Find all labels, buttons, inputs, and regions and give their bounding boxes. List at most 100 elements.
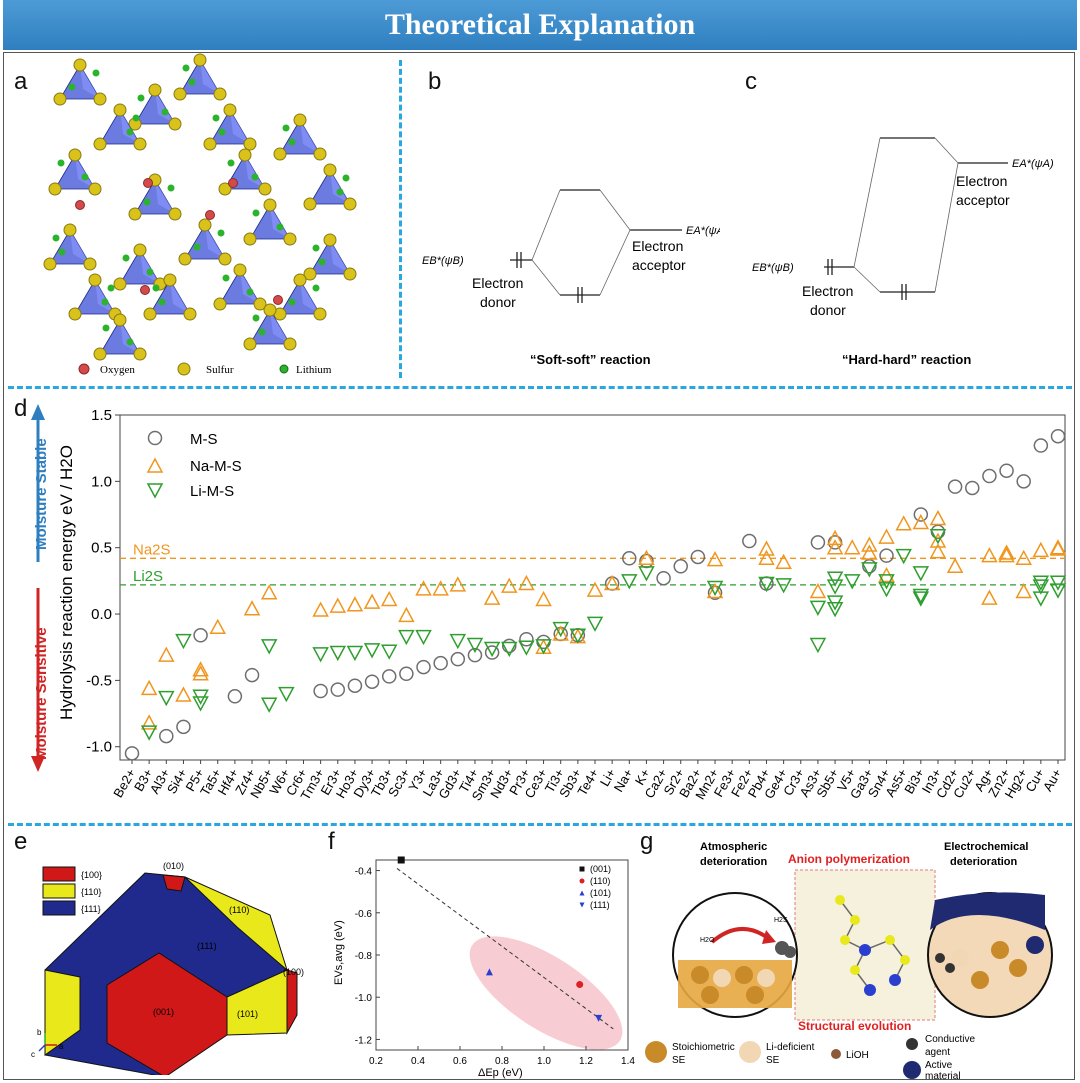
li-m-s-point: [843, 574, 861, 590]
sulfur-atom: [238, 148, 252, 162]
m-s-point: [433, 655, 448, 671]
m-s-point: [622, 551, 637, 566]
divider-bottom: [8, 823, 1072, 826]
na-m-s-legend-marker: [146, 457, 164, 473]
sulfur-atom: [198, 218, 212, 232]
m-s-point: [965, 480, 980, 496]
sulfur-atom: [293, 113, 307, 127]
donor-label-2: donor: [480, 294, 516, 310]
na-m-s-point: [895, 515, 912, 531]
lithium-atom: [68, 83, 76, 91]
lithium-atom: [336, 188, 344, 196]
data-points: [124, 428, 1067, 761]
na-m-s-point: [1015, 549, 1032, 566]
sulfur-atom: [133, 137, 147, 151]
li-m-s-point: [1049, 583, 1067, 599]
highlight-ellipse: [469, 936, 623, 1050]
lithium-atom: [342, 174, 350, 182]
ea-label: EA*(ψA): [1012, 158, 1054, 170]
hydrolysis-chart: Moisture Stable Moisture Sensitive Hydro…: [31, 404, 1067, 803]
na-m-s-point: [638, 549, 655, 566]
face-001: [106, 952, 228, 1075]
lithium-atom: [182, 64, 190, 72]
sulfur-atom: [113, 313, 127, 327]
tetrahedron-face: [140, 250, 160, 284]
oxygen-atom: [205, 210, 215, 220]
li-m-s-point: [192, 696, 209, 712]
lithium-atom: [81, 173, 89, 181]
x-tick-label: K+: [632, 766, 653, 788]
m-s-point: [484, 645, 500, 660]
li-m-s-point: [278, 686, 295, 703]
stoichiometric-label-1: Stoichiometric: [672, 1042, 735, 1053]
li-m-s-point: [878, 582, 895, 598]
li-m-s-point: [518, 640, 535, 656]
x-tick-label: 1.4: [621, 1056, 635, 1067]
axis-ticks: 0.2 0.4 0.6 0.8 1.0 1.2 1.4 -0.4 -0.6 -0.8 -1.0 -1.…: [355, 867, 636, 1067]
m-s-point: [450, 651, 466, 667]
legend-label-001: (001): [590, 864, 611, 874]
legend-marker-001: [579, 866, 585, 872]
li-m-s-point: [826, 601, 844, 618]
li-m-s-point: [878, 574, 895, 590]
sulfur-atom: [243, 232, 257, 246]
li-deficient-label-2: SE: [766, 1055, 780, 1066]
y-tick-label: -0.4: [355, 867, 373, 878]
sulfur-atom: [313, 147, 327, 161]
legend: M-S Na-M-S Li-M-S: [146, 430, 242, 500]
legend-label-101: (101): [590, 888, 611, 898]
panel-g-legend: Stoichiometric SE Li-deficient SE LiOH C…: [645, 1034, 975, 1080]
m-s-point: [330, 682, 346, 697]
na-m-s-point: [483, 589, 501, 605]
sulfur-atom: [193, 53, 207, 67]
sulfur-atom: [128, 207, 142, 221]
m-s-point: [690, 549, 706, 565]
legend-label-111: (111): [590, 900, 610, 910]
tetrahedron-face: [70, 230, 90, 264]
panel-a-structure: Oxygen Sulfur Lithium: [43, 53, 357, 376]
crystal-structure: [43, 53, 357, 361]
active-label-1: Active: [925, 1060, 953, 1071]
li-m-s-point: [260, 639, 278, 655]
lithium-atom: [101, 298, 109, 306]
moisture-sensitive-label: Moisture Sensitive: [33, 627, 50, 760]
sulfur-atom: [323, 163, 337, 177]
x-tick-label: 0.8: [495, 1056, 509, 1067]
na-m-s-point: [209, 618, 226, 635]
face-label-010: (010): [163, 861, 184, 871]
x-tick-label: Au+: [1040, 766, 1065, 794]
m-s-point: [810, 535, 826, 550]
m-s-point: [399, 666, 414, 681]
sulfur-atom: [178, 252, 192, 266]
sulfur-atom: [258, 182, 272, 196]
oxygen-atom: [143, 178, 153, 188]
anion-polymerization-label: Anion polymerization: [788, 852, 910, 866]
na-m-s-point: [1049, 540, 1067, 556]
li-m-s-legend-label: Li-M-S: [190, 483, 234, 500]
sulfur-atom: [173, 87, 187, 101]
tetrahedron-face: [230, 110, 250, 144]
na-m-s-point: [140, 714, 158, 730]
face-label-100: (100): [283, 967, 304, 977]
legend-label-100: {100}: [81, 870, 102, 880]
y-tick-label: -1.0: [86, 739, 112, 756]
na-m-s-point: [912, 513, 930, 530]
lithium-atom: [258, 328, 266, 336]
tetrahedron-face: [200, 60, 220, 94]
sulfur-atom: [263, 198, 277, 212]
regression-chart: 0.2 0.4 0.6 0.8 1.0 1.2 1.4 -0.4 -0.6 -0.8 -1.0 -1.…: [333, 856, 636, 1079]
sulfur-atom: [283, 337, 297, 351]
li-m-s-point: [1032, 575, 1050, 591]
m-s-point: [1050, 428, 1066, 444]
na-m-s-point: [929, 543, 947, 559]
sulfur-atom: [323, 233, 337, 247]
face-label-101: (101): [237, 1009, 258, 1019]
oxygen-legend-marker: [78, 363, 90, 375]
li-m-s-legend-marker: [146, 483, 164, 499]
donor-label-2: donor: [810, 302, 846, 318]
y-tick-label: -0.5: [86, 672, 112, 689]
na-m-s-point: [826, 539, 844, 555]
m-s-point: [227, 689, 243, 704]
y-tick-label: 1.0: [91, 473, 112, 490]
x-tick-label: 0.2: [369, 1056, 383, 1067]
